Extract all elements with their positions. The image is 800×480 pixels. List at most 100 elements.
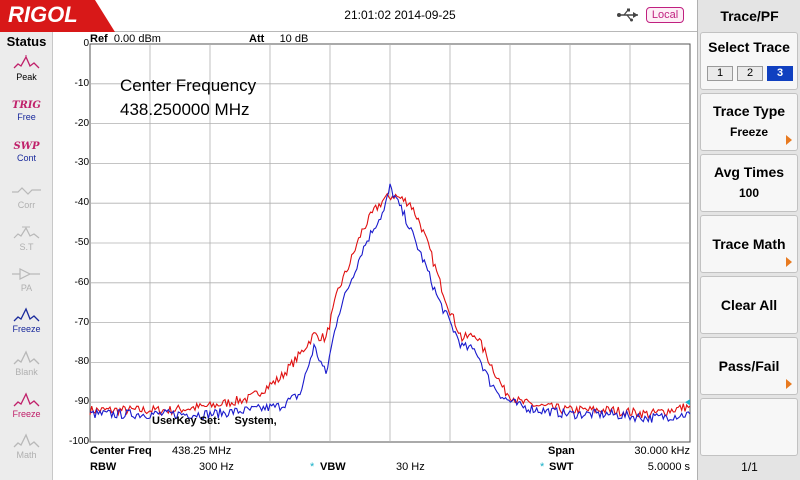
peak-icon (13, 55, 40, 69)
trace-wave-icon (13, 307, 40, 322)
status-freeze2-label: Freeze (12, 409, 41, 419)
userkey-label: UserKey Set: (152, 415, 221, 427)
att-label: Att 10 dB (249, 33, 309, 45)
trace-wave-icon (13, 433, 40, 448)
vbw-coupled-marker: * (310, 461, 315, 473)
status-pa-label: PA (20, 283, 33, 293)
level-marker-icon (685, 399, 690, 406)
y-tick-label: -30 (74, 157, 89, 169)
y-tick-label: -90 (74, 396, 89, 408)
status-st[interactable]: S.T (4, 224, 49, 260)
center-freq-value: 438.25 MHz (172, 445, 232, 457)
clear-all-button[interactable]: Clear All (700, 276, 798, 334)
avg-times-value: 100 (738, 186, 760, 200)
status-corr[interactable]: Corr (4, 182, 49, 218)
swt-coupled-marker: * (540, 461, 545, 473)
y-tick-label: -70 (74, 316, 89, 328)
empty-softkey[interactable] (700, 398, 798, 456)
trace-math-button[interactable]: Trace Math (700, 215, 798, 273)
corr-icon (12, 187, 41, 195)
swt-label[interactable]: SWT (549, 461, 574, 473)
center-freq-label[interactable]: Center Freq (90, 445, 152, 457)
trace-2-line (89, 183, 691, 424)
rbw-label[interactable]: RBW (90, 461, 117, 473)
submenu-arrow-icon (786, 379, 792, 389)
y-tick-label: -40 (74, 197, 89, 209)
top-bar: RIGOL 21:01:02 2014-09-25 Local (0, 0, 697, 32)
page-indicator: 1/1 (741, 460, 758, 474)
status-freeze1-label: Freeze (12, 324, 41, 334)
ref-label: Ref 0.00 dBm (90, 33, 161, 45)
local-status-badge[interactable]: Local (646, 7, 684, 23)
swt-value: 5.0000 s (647, 461, 690, 473)
center-frequency-annotation: Center Frequency 438.250000 MHz (120, 74, 256, 122)
svg-text:RIGOL: RIGOL (8, 2, 78, 27)
status-trig[interactable]: TRIG Free (4, 99, 49, 135)
brand-logo: RIGOL (0, 0, 115, 32)
trace-1-line (89, 192, 691, 419)
trace-type-label: Trace Type (712, 103, 786, 119)
status-pa[interactable]: PA (4, 265, 49, 301)
menu-title: Trace/PF (720, 8, 779, 24)
trace-option-3[interactable]: 3 (767, 66, 793, 81)
span-label[interactable]: Span (548, 445, 575, 457)
userkey-value: System, (234, 415, 277, 427)
span-value: 30.000 kHz (634, 445, 690, 457)
pa-icon (12, 268, 40, 280)
status-swp-label: Cont (16, 153, 36, 163)
status-st-label: S.T (19, 242, 34, 252)
select-trace-label: Select Trace (708, 39, 790, 55)
pass-fail-button[interactable]: Pass/Fail (700, 337, 798, 395)
trace-type-button[interactable]: Trace Type Freeze (700, 93, 798, 151)
st-icon (13, 226, 40, 239)
status-title: Status (6, 34, 47, 49)
trace-math-label: Trace Math (712, 236, 786, 252)
trace-type-value: Freeze (729, 125, 769, 139)
status-swp-tag: SWP (13, 141, 40, 152)
softkey-menu: Trace/PF Select Trace 1 2 3 Trace Type F… (697, 0, 800, 480)
rbw-value: 300 Hz (199, 461, 234, 473)
status-peak-label: Peak (16, 72, 37, 82)
y-tick-label: -80 (74, 356, 89, 368)
datetime: 21:01:02 2014-09-25 (344, 8, 456, 22)
y-tick-label: -60 (74, 276, 89, 288)
y-tick-label: -10 (74, 77, 89, 89)
userkey-status: UserKey Set: System, (152, 415, 277, 427)
status-corr-label: Corr (17, 200, 36, 210)
y-tick-label: 0 (83, 38, 89, 49)
pass-fail-label: Pass/Fail (718, 358, 780, 374)
trace-wave-icon (13, 350, 40, 365)
spectrum-chart (89, 43, 691, 443)
trace-selector: 1 2 3 (707, 66, 795, 82)
status-panel: Status Peak TRIG Free SWP Cont Corr S.T PA Freez… (0, 32, 53, 480)
att-value: 10 dB (279, 33, 309, 45)
status-trig-label: Free (17, 112, 36, 122)
status-blank[interactable]: Blank (4, 349, 49, 385)
y-tick-label: -100 (68, 436, 89, 447)
trace-option-2[interactable]: 2 (737, 66, 763, 81)
vbw-value: 30 Hz (396, 461, 425, 473)
submenu-arrow-icon (786, 257, 792, 267)
ref-value: 0.00 dBm (113, 33, 161, 45)
status-swp[interactable]: SWP Cont (4, 140, 49, 176)
status-math[interactable]: Math (4, 432, 49, 468)
trace-wave-icon (13, 392, 40, 407)
trace-option-1[interactable]: 1 (707, 66, 733, 81)
status-peak[interactable]: Peak (4, 54, 49, 90)
y-tick-label: -20 (74, 117, 89, 129)
usb-icon (617, 8, 638, 22)
select-trace-button[interactable]: Select Trace 1 2 3 (700, 32, 798, 90)
clear-all-label: Clear All (720, 297, 778, 313)
status-blank-label: Blank (15, 367, 38, 377)
vbw-label[interactable]: VBW (320, 461, 346, 473)
annotation-line-2: 438.250000 MHz (120, 100, 250, 119)
avg-times-label: Avg Times (713, 164, 785, 180)
status-trig-tag: TRIG (12, 100, 41, 111)
submenu-arrow-icon (786, 135, 792, 145)
status-freeze2[interactable]: Freeze (4, 391, 49, 427)
status-freeze1[interactable]: Freeze (4, 306, 49, 342)
avg-times-button[interactable]: Avg Times 100 (700, 154, 798, 212)
y-tick-label: -50 (74, 237, 89, 248)
annotation-line-1: Center Frequency (120, 76, 257, 95)
status-math-label: Math (16, 450, 37, 460)
